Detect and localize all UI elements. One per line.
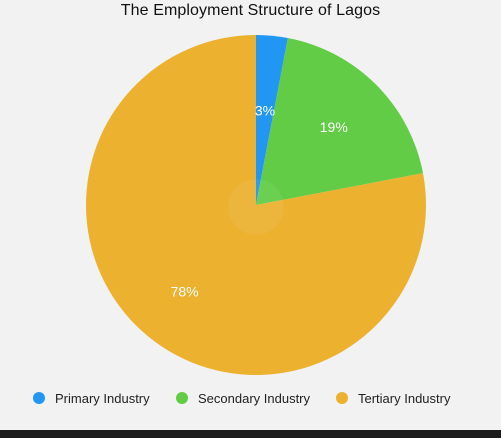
pie-slice-primary[interactable]: [256, 35, 288, 205]
legend-label-secondary: Secondary Industry: [198, 390, 311, 406]
pie-slice-tertiary[interactable]: [86, 35, 427, 375]
pie-slice-labels: 3% 19% 78%: [171, 102, 348, 299]
slice-label-primary: 3%: [255, 102, 275, 118]
legend-swatch-secondary: [176, 392, 188, 404]
legend-item-tertiary[interactable]: Tertiary Industry: [336, 388, 450, 408]
pie-slice-secondary[interactable]: [256, 38, 423, 205]
slice-label-tertiary: 78%: [171, 283, 199, 299]
pie-center-highlight: [228, 179, 284, 235]
legend-label-tertiary: Tertiary Industry: [358, 390, 451, 406]
legend-swatch-tertiary: [336, 392, 348, 404]
legend: Primary Industry Secondary Industry Tert…: [0, 388, 501, 408]
bottom-bar: [0, 430, 501, 438]
slice-label-secondary: 19%: [320, 119, 348, 135]
legend-label-primary: Primary Industry: [55, 390, 150, 406]
legend-item-secondary[interactable]: Secondary Industry: [176, 388, 310, 408]
chart-title: The Employment Structure of Lagos: [120, 2, 381, 19]
legend-swatch-primary: [33, 392, 45, 404]
legend-item-primary[interactable]: Primary Industry: [33, 388, 150, 408]
pie-slices: [86, 35, 427, 375]
